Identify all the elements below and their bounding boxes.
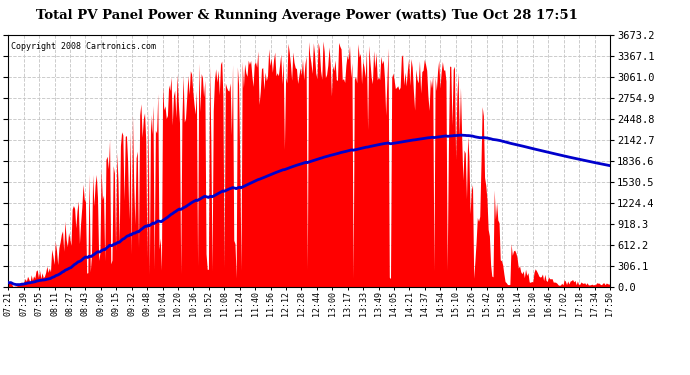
Text: Total PV Panel Power & Running Average Power (watts) Tue Oct 28 17:51: Total PV Panel Power & Running Average P… [36,9,578,22]
Text: Copyright 2008 Cartronics.com: Copyright 2008 Cartronics.com [11,42,157,51]
